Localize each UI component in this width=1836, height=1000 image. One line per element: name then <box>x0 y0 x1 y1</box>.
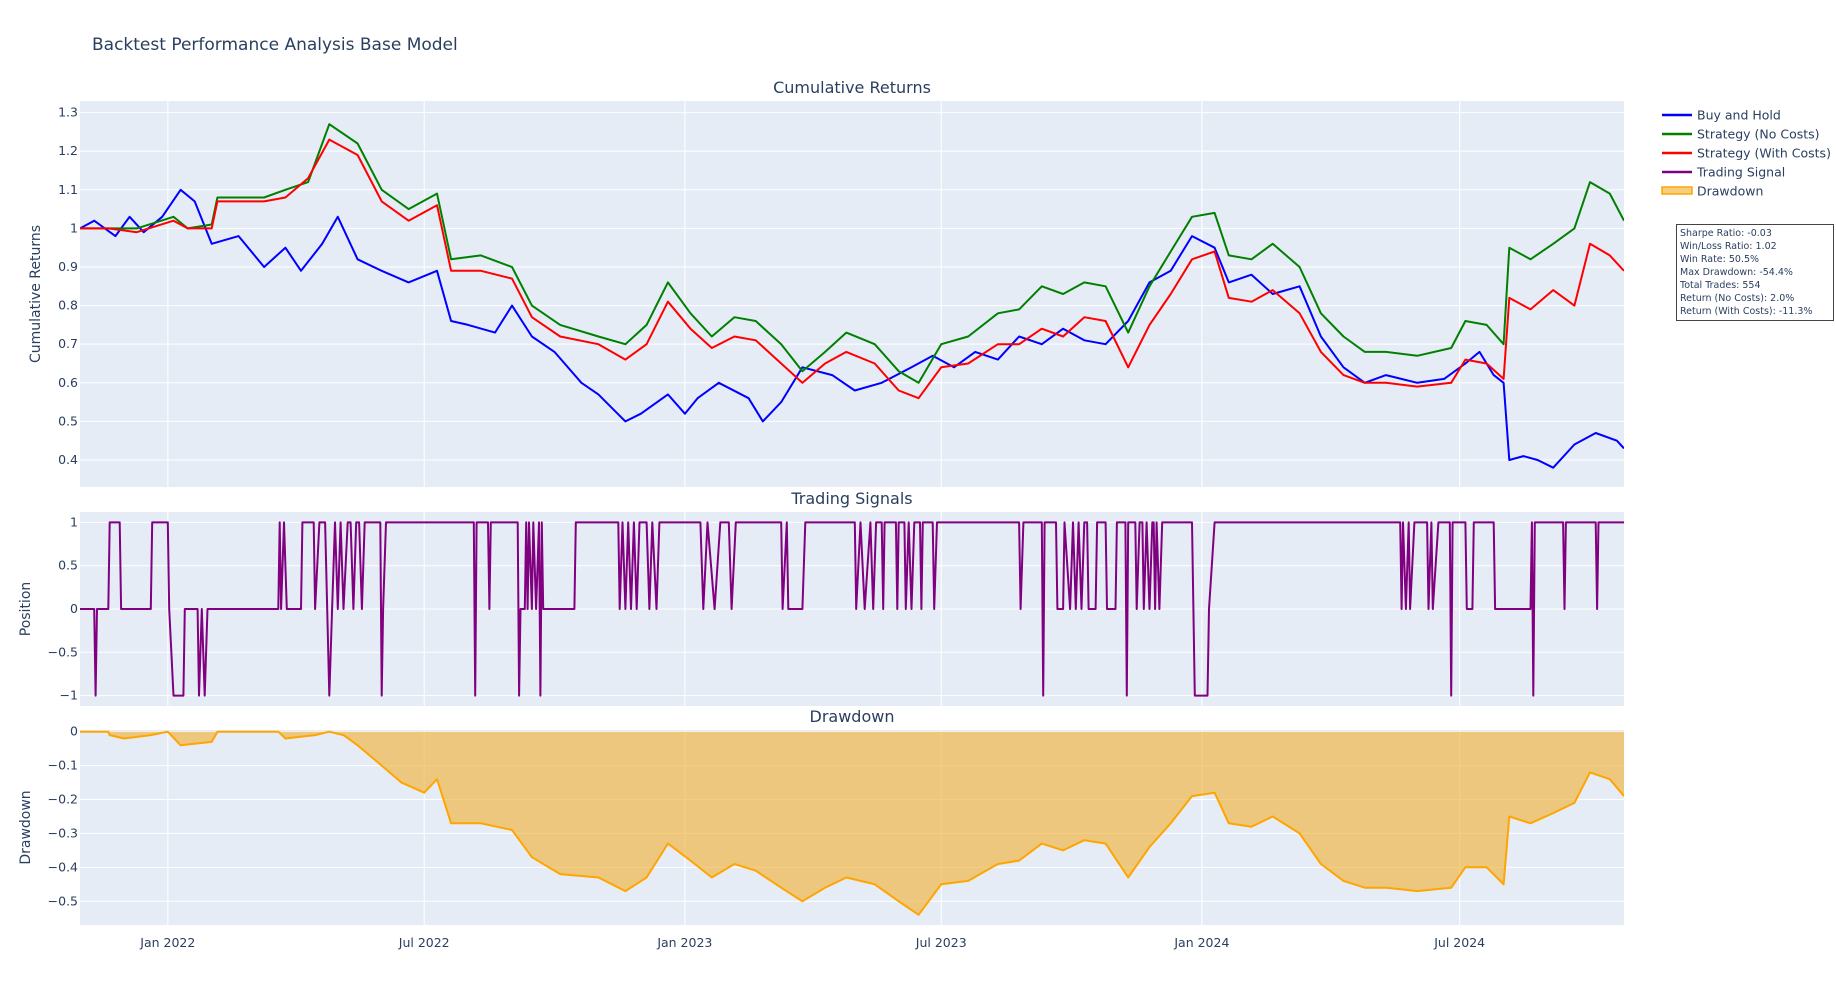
y-tick-label: 1 <box>70 220 78 235</box>
series-line-strategy-no-costs <box>80 123 1624 384</box>
legend-swatch <box>1661 186 1693 195</box>
legend-item[interactable]: Strategy (With Costs) <box>1662 146 1831 161</box>
stat-return-with-costs: Return (With Costs): -11.3% <box>1680 306 1813 317</box>
y-axis-label: Position <box>18 582 34 637</box>
stat-win-rate: Win Rate: 50.5% <box>1680 254 1760 265</box>
subplot-title: Cumulative Returns <box>773 78 931 97</box>
legend-item[interactable]: Strategy (No Costs) <box>1662 127 1820 142</box>
figure-title: Backtest Performance Analysis Base Model <box>92 35 458 55</box>
series-line-buy-and-hold <box>80 188 1624 469</box>
y-tick-label: 0.5 <box>58 413 78 428</box>
y-tick-label: 0.7 <box>58 336 78 351</box>
subplots: 0.4 0.5 0.6 0.7 0.8 0.9 1 1.1 1.2 1.3 Cumulative R… <box>18 78 1624 950</box>
subplot-3: −0.5 −0.4 −0.3 −0.2 −0.1 0 Drawdown Drawdown <box>18 707 1624 925</box>
series-area-drawdown <box>80 731 1624 915</box>
y-tick-label: −0.1 <box>48 758 78 773</box>
y-tick-label: −0.2 <box>48 792 78 807</box>
y-tick-label: −1 <box>60 688 78 703</box>
y-tick-label: −0.5 <box>48 893 78 908</box>
y-tick-label: −0.5 <box>48 644 78 659</box>
legend-item[interactable]: Buy and Hold <box>1662 108 1781 123</box>
y-tick-label: −0.4 <box>48 859 78 874</box>
x-tick-label: Jul 2023 <box>915 935 967 950</box>
stat-return-no-costs: Return (No Costs): 2.0% <box>1680 293 1795 304</box>
y-tick-label: 1.2 <box>58 143 78 158</box>
y-tick-label: 0.8 <box>58 298 78 313</box>
y-tick-label: 1.3 <box>58 105 78 120</box>
subplot-title: Trading Signals <box>790 489 912 508</box>
y-tick-label: 1.1 <box>58 182 78 197</box>
stat-total-trades: Total Trades: 554 <box>1680 280 1761 291</box>
y-tick-label: 0.5 <box>58 558 78 573</box>
x-tick-label: Jul 2024 <box>1433 935 1485 950</box>
subplot-title: Drawdown <box>810 707 895 726</box>
legend-item[interactable]: Drawdown <box>1661 184 1763 199</box>
legend-item[interactable]: Trading Signal <box>1662 165 1785 180</box>
legend-label: Strategy (With Costs) <box>1697 146 1831 161</box>
subplot-1: 0.4 0.5 0.6 0.7 0.8 0.9 1 1.1 1.2 1.3 Cumulative R… <box>28 78 1624 487</box>
stat-sharpe: Sharpe Ratio: -0.03 <box>1680 228 1772 239</box>
x-tick-label: Jan 2024 <box>1173 935 1229 950</box>
stat-max-drawdown: Max Drawdown: -54.4% <box>1680 267 1793 278</box>
x-tick-label: Jan 2023 <box>656 935 712 950</box>
stats-box: Sharpe Ratio: -0.03 Win/Loss Ratio: 1.02… <box>1676 224 1834 321</box>
plot-background <box>80 101 1624 487</box>
series-line-drawdown <box>80 730 1624 916</box>
y-tick-label: 0.4 <box>58 452 78 467</box>
series-line-trading-signal <box>80 521 1624 697</box>
stat-win-loss: Win/Loss Ratio: 1.02 <box>1680 241 1777 252</box>
legend-label: Trading Signal <box>1696 165 1785 180</box>
series-line-strategy-with-costs <box>80 138 1624 400</box>
y-axis-label: Cumulative Returns <box>28 225 44 363</box>
legend-label: Drawdown <box>1697 184 1763 199</box>
y-tick-label: 0 <box>70 601 78 616</box>
y-tick-label: 0 <box>70 724 78 739</box>
x-tick-label: Jan 2022 <box>139 935 195 950</box>
y-tick-label: 1 <box>70 514 78 529</box>
y-tick-label: −0.3 <box>48 825 78 840</box>
x-tick-label: Jul 2022 <box>398 935 450 950</box>
y-axis-label: Drawdown <box>18 790 34 864</box>
y-tick-label: 0.6 <box>58 375 78 390</box>
subplot-2: −1 −0.5 0 0.5 1 Trading Signals Position <box>18 489 1624 706</box>
y-tick-label: 0.9 <box>58 259 78 274</box>
legend[interactable]: Buy and Hold Strategy (No Costs) Strategy … <box>1661 108 1831 199</box>
legend-label: Strategy (No Costs) <box>1697 127 1820 142</box>
legend-label: Buy and Hold <box>1697 108 1781 123</box>
